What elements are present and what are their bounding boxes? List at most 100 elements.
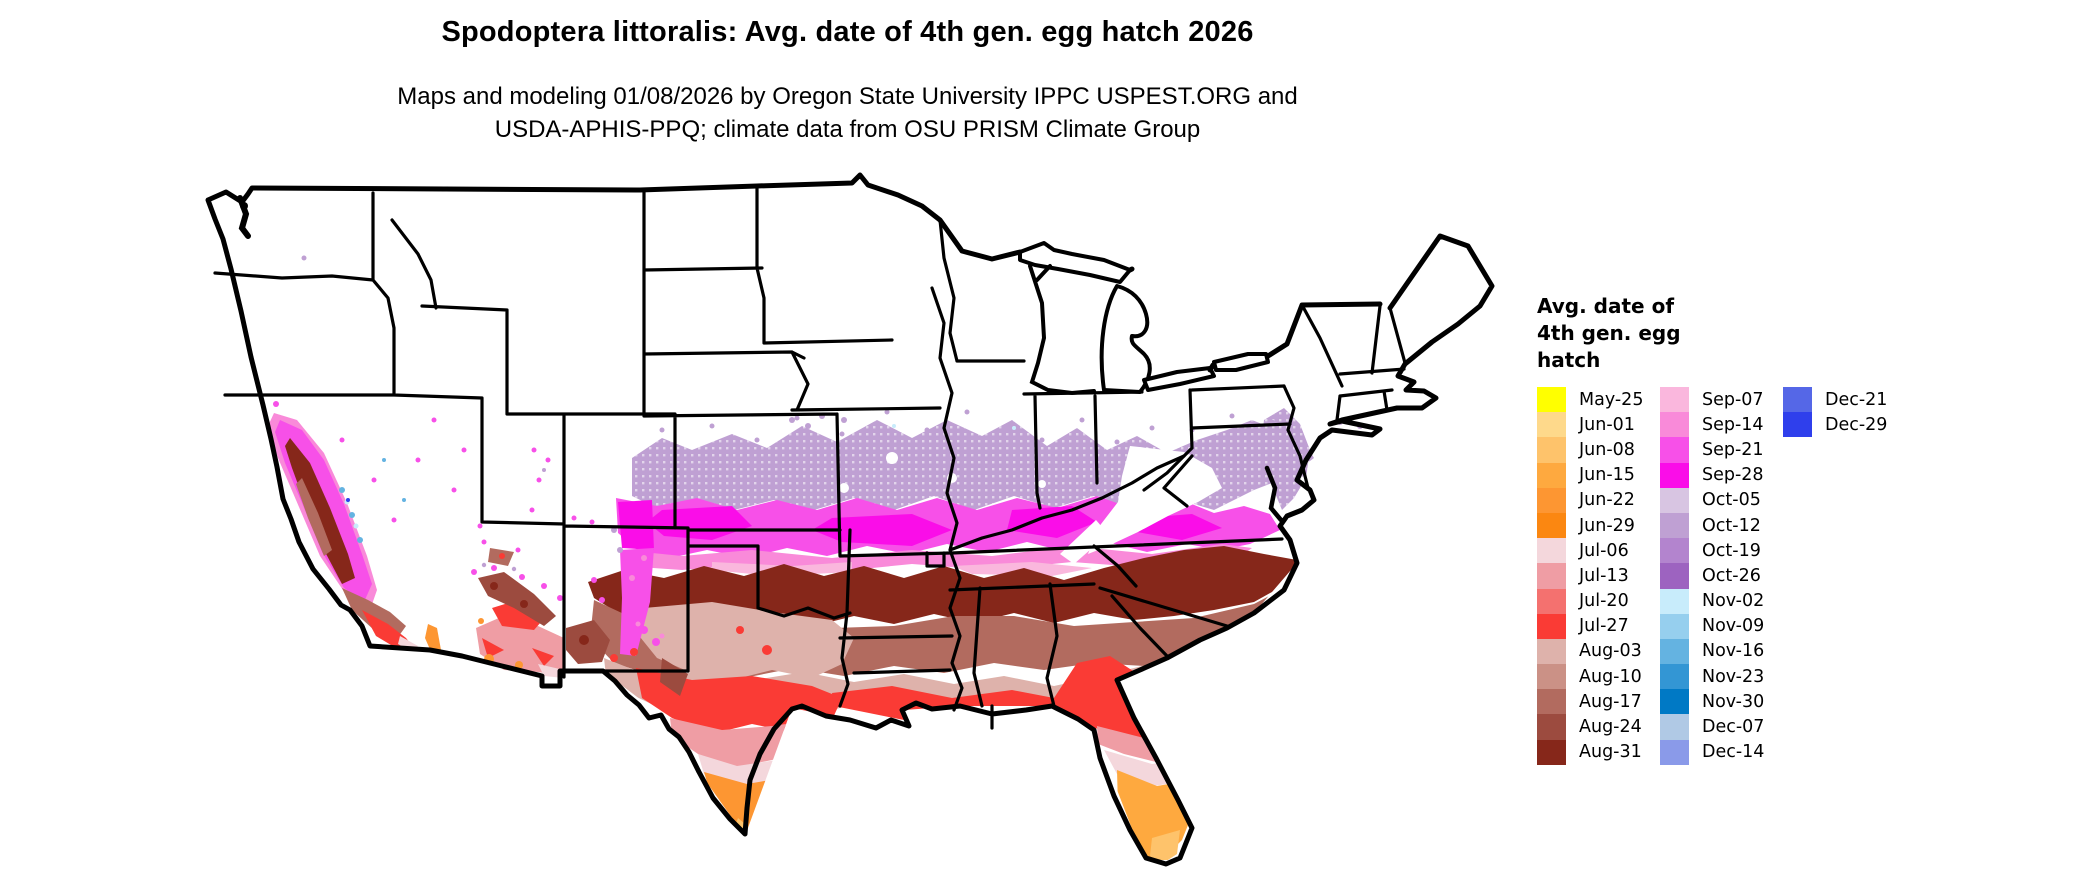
legend-swatch — [1783, 412, 1812, 438]
legend-column-3: Dec-21 Dec-29 — [1783, 387, 1906, 765]
legend-swatch — [1660, 538, 1689, 564]
legend-label: Dec-14 — [1702, 742, 1765, 763]
legend-swatch — [1537, 462, 1566, 488]
legend-swatch — [1660, 512, 1689, 539]
legend-swatch — [1660, 462, 1689, 488]
legend-label: Jul-06 — [1579, 540, 1629, 561]
legend-title: Avg. date of 4th gen. egg hatch — [1537, 293, 2097, 374]
lake-ontario — [1212, 352, 1270, 372]
az-dark-a — [490, 582, 498, 590]
legend-swatch — [1537, 664, 1566, 690]
region-nm-east — [620, 548, 654, 656]
legend-swatch — [1660, 739, 1689, 765]
region-aug03-texas — [636, 602, 854, 680]
legend-title-line-1: Avg. date of — [1537, 294, 1675, 318]
legend-swatch — [1537, 739, 1566, 765]
legend-label: Aug-17 — [1579, 691, 1642, 712]
legend-label: Aug-03 — [1579, 641, 1642, 662]
legend-label: Dec-07 — [1702, 717, 1765, 738]
legend-entry: Jul-27 — [1537, 613, 1660, 639]
legend-label: Jul-13 — [1579, 565, 1629, 586]
legend-entry: Jun-01 — [1537, 412, 1660, 438]
legend-label: Sep-28 — [1702, 465, 1764, 486]
legend-entry: Jun-15 — [1537, 462, 1660, 488]
legend-label: Aug-10 — [1579, 666, 1642, 687]
legend-entry: Jul-06 — [1537, 538, 1660, 564]
legend-entry: May-25 — [1537, 387, 1660, 413]
lake-erie — [1142, 366, 1216, 392]
legend-label: Sep-21 — [1702, 439, 1764, 460]
legend-entry: Sep-07 — [1660, 387, 1783, 413]
legend-label: Jun-08 — [1579, 439, 1635, 460]
legend-entry: Oct-26 — [1660, 563, 1783, 589]
nm-red-dots — [610, 648, 638, 662]
legend-label: Oct-26 — [1702, 565, 1761, 586]
legend-swatch — [1537, 387, 1566, 413]
legend-swatch — [1660, 613, 1689, 639]
region-sep-bright — [618, 500, 1222, 550]
legend-swatch — [1537, 588, 1566, 614]
legend-entry: Aug-10 — [1537, 664, 1660, 690]
legend-entry: Sep-21 — [1660, 437, 1783, 463]
legend-entry: Nov-16 — [1660, 638, 1783, 665]
legend-label: Jun-22 — [1579, 490, 1635, 511]
legend-label: Jul-27 — [1579, 616, 1629, 637]
legend-entry: Oct-19 — [1660, 538, 1783, 564]
legend-swatch — [1660, 714, 1689, 740]
legend-entry: Jul-13 — [1537, 563, 1660, 589]
state-borders — [213, 184, 1407, 730]
upper-peninsula — [1018, 241, 1132, 284]
legend-label: Sep-07 — [1702, 389, 1764, 410]
legend-entry: Aug-17 — [1537, 689, 1660, 715]
legend-entry: Dec-07 — [1660, 714, 1783, 740]
us-map-svg — [205, 172, 1495, 878]
legend-swatch — [1660, 588, 1689, 614]
region-may25-keys — [1137, 862, 1179, 878]
us-map — [192, 158, 1510, 892]
legend-swatch — [1660, 563, 1689, 589]
legend-swatch — [1783, 387, 1812, 413]
legend-swatch — [1537, 487, 1566, 513]
az-purple-fringe — [481, 562, 517, 572]
legend-entry: Jun-22 — [1537, 487, 1660, 513]
legend-entry: Nov-09 — [1660, 613, 1783, 639]
nm-purple-dots — [611, 527, 623, 553]
legend-columns: May-25 Jun-01 Jun-08 Jun-15 Jun-22 Jun-29 Jul-… — [1537, 387, 2097, 765]
legend-label: Oct-05 — [1702, 490, 1761, 511]
legend-swatch — [1660, 412, 1689, 438]
region-central-valley — [285, 438, 355, 584]
legend-column-1: May-25 Jun-01 Jun-08 Jun-15 Jun-22 Jun-29 Jul-… — [1537, 387, 1660, 765]
michigan-mitten — [1099, 284, 1152, 394]
legend-label: Sep-14 — [1702, 414, 1764, 435]
legend-title-line-3: hatch — [1537, 348, 1601, 372]
legend-swatch — [1537, 563, 1566, 589]
red-speck-a — [762, 645, 772, 655]
legend-swatch — [1660, 437, 1689, 463]
legend-label: Jul-20 — [1579, 591, 1629, 612]
legend-title-line-2: 4th gen. egg — [1537, 321, 1681, 345]
legend: Avg. date of 4th gen. egg hatch May-25 Ju… — [1537, 293, 2097, 765]
legend-swatch — [1537, 437, 1566, 463]
page-title: Spodoptera littoralis: Avg. date of 4th … — [441, 16, 1254, 48]
region-colorado-river — [425, 624, 441, 654]
subtitle-line-2: USDA-APHIS-PPQ; climate data from OSU PR… — [494, 116, 1201, 143]
legend-swatch — [1660, 387, 1689, 413]
legend-entry: Dec-21 — [1783, 387, 1906, 413]
legend-label: May-25 — [1579, 389, 1644, 410]
legend-label: Nov-09 — [1702, 616, 1765, 637]
legend-label: Jun-29 — [1579, 515, 1635, 536]
legend-label: Dec-21 — [1825, 389, 1888, 410]
legend-entry: Nov-23 — [1660, 664, 1783, 690]
legend-swatch — [1537, 538, 1566, 564]
legend-entry: Jul-20 — [1537, 588, 1660, 614]
legend-entry: Jun-29 — [1537, 512, 1660, 539]
region-arizona-red-c — [532, 648, 554, 666]
great-lakes-shorelines — [1018, 241, 1270, 394]
subtitle-line-1: Maps and modeling 01/08/2026 by Oregon S… — [397, 83, 1298, 110]
legend-label: Oct-19 — [1702, 540, 1761, 561]
us-outline — [205, 172, 1495, 867]
legend-entry: Aug-03 — [1537, 638, 1660, 665]
legend-swatch — [1537, 412, 1566, 438]
legend-entry: Sep-14 — [1660, 412, 1783, 438]
legend-swatch — [1537, 613, 1566, 639]
